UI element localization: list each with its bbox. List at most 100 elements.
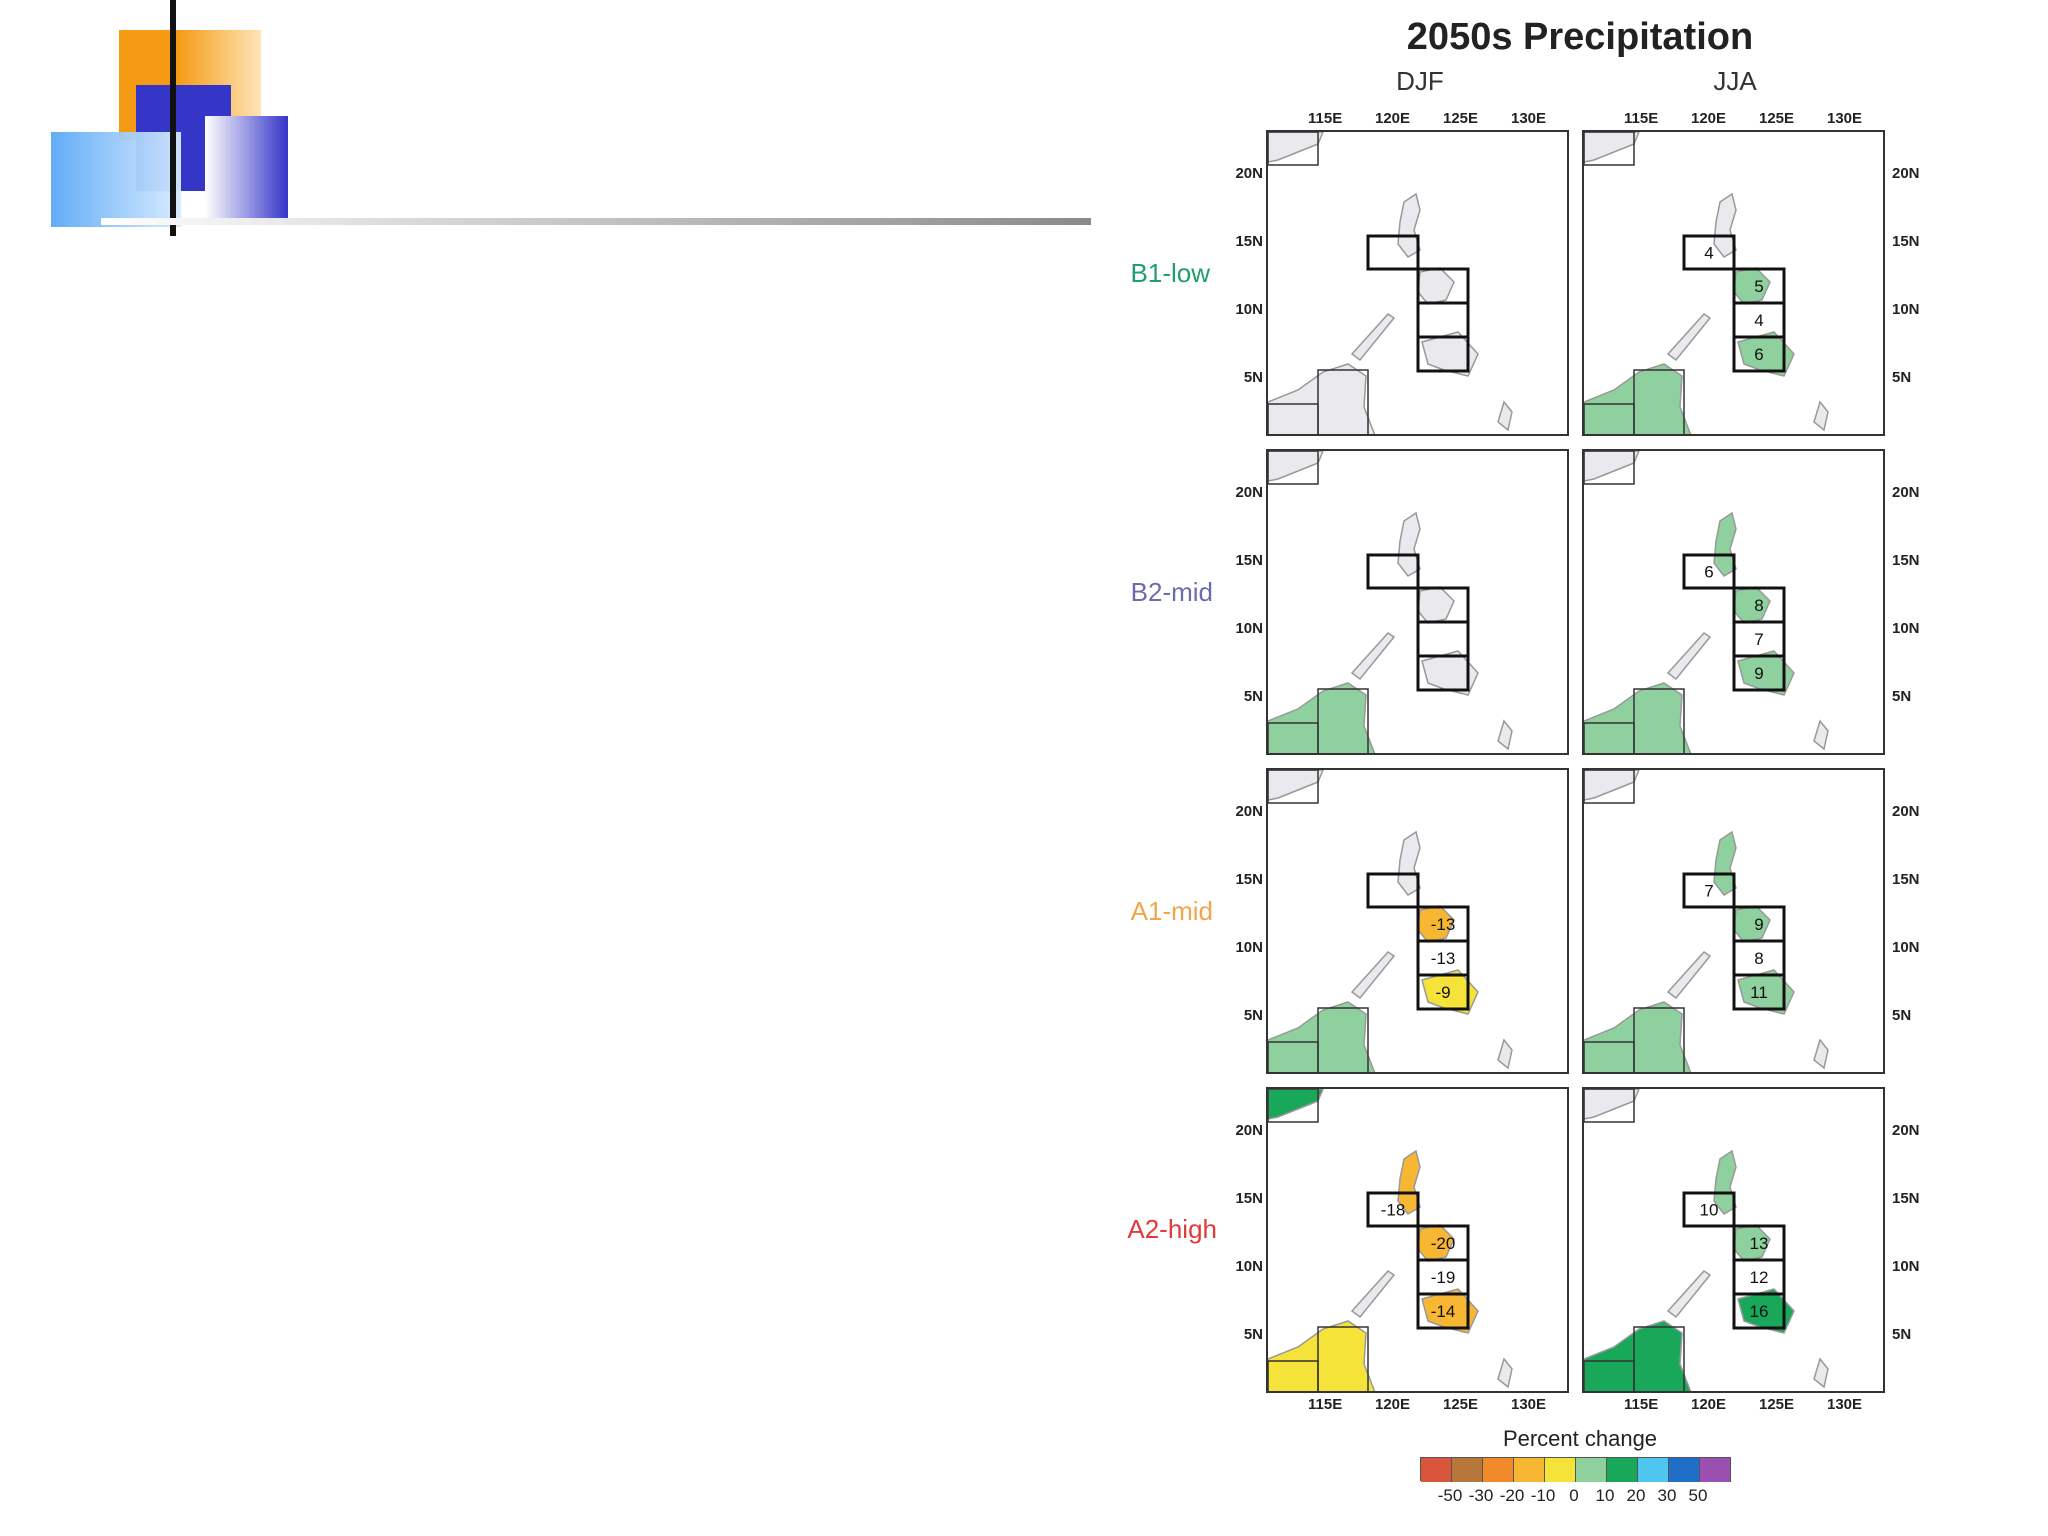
map-panel-b1-low-djf <box>1266 130 1569 436</box>
region-value-3: 4 <box>1754 311 1763 330</box>
colorbar-label: 20 <box>1626 1486 1646 1505</box>
region-box-4 <box>1732 973 1786 1011</box>
mindanao-island <box>1737 331 1795 377</box>
region-box-1 <box>1682 553 1736 590</box>
visayas-islands <box>1733 905 1771 943</box>
colorbar <box>1420 1457 1731 1482</box>
colorbar-labels: -50 -30 -20 -10 0 10 20 30 50 <box>1420 1486 1750 1510</box>
visayas-islands <box>1733 267 1771 305</box>
colorbar-label: -30 <box>1468 1486 1494 1505</box>
map-panel-a2-high-djf: -18 -20 -19 -14 <box>1266 1087 1569 1393</box>
map-svg: 10 13 12 16 <box>1584 1089 1829 1391</box>
region-box-4 <box>1416 335 1470 373</box>
lon-tick-bottom-jja-125: 125E <box>1759 1396 1795 1413</box>
region-box-1 <box>1366 553 1420 590</box>
lon-tick-top-jja-130: 130E <box>1827 110 1863 127</box>
sulawesi-island <box>1813 1357 1829 1389</box>
lat-tick-right: 15N <box>1892 552 1920 569</box>
lat-tick-right: 5N <box>1892 369 1912 386</box>
region-box-1 <box>1682 1191 1736 1228</box>
china-coast <box>1584 132 1640 163</box>
colorbar-swatch <box>1452 1458 1483 1482</box>
season-header-djf: DJF <box>1396 66 1444 96</box>
region-box-borneo-west <box>1584 722 1635 753</box>
colorbar-title: Percent change <box>1502 1426 1658 1451</box>
colorbar-label: -50 <box>1437 1486 1463 1505</box>
region-box-3 <box>1416 301 1470 339</box>
lat-tick-left: 5N <box>1243 1326 1263 1343</box>
lat-tick-right: 20N <box>1892 165 1920 182</box>
lat-tick-left: 10N <box>1235 1258 1263 1275</box>
map-svg: 6 8 7 9 <box>1584 451 1829 753</box>
region-value-1: 10 <box>1700 1201 1719 1220</box>
visayas-islands <box>1733 586 1771 624</box>
palawan-island <box>1666 313 1712 362</box>
region-value-3: 8 <box>1754 949 1763 968</box>
region-box-1 <box>1366 872 1420 909</box>
region-box-china <box>1268 770 1319 804</box>
lat-tick-left: 15N <box>1235 871 1263 888</box>
region-box-4 <box>1416 973 1470 1011</box>
region-value-2: 5 <box>1754 277 1763 296</box>
map-svg: 4 5 4 6 <box>1584 132 1829 434</box>
luzon-island <box>1713 511 1737 577</box>
colorbar-label: -10 <box>1530 1486 1556 1505</box>
mindanao-island <box>1737 1288 1795 1334</box>
lat-tick-right: 5N <box>1892 1007 1912 1024</box>
region-box-borneo-west <box>1268 1041 1319 1072</box>
palawan-island <box>1350 632 1396 681</box>
region-value-2: -13 <box>1431 915 1456 934</box>
sulawesi-island <box>1497 1357 1513 1389</box>
region-box-4 <box>1732 1292 1786 1330</box>
region-value-2: 9 <box>1754 915 1763 934</box>
region-box-borneo-west <box>1584 1041 1635 1072</box>
colorbar-label: 50 <box>1688 1486 1708 1505</box>
lon-tick-bottom-djf-130: 130E <box>1511 1396 1547 1413</box>
colorbar-label: 0 <box>1569 1486 1579 1505</box>
lon-tick-top-djf-125: 125E <box>1443 110 1479 127</box>
map-svg: 7 9 8 11 <box>1584 770 1829 1072</box>
map-panel-a1-mid-djf: -13 -13 -9 <box>1266 768 1569 1074</box>
lon-tick-bottom-djf-115: 115E <box>1308 1396 1343 1413</box>
region-box-4 <box>1416 1292 1470 1330</box>
lat-tick-left: 5N <box>1243 369 1263 386</box>
region-value-4: 9 <box>1754 664 1763 683</box>
palawan-island <box>1666 632 1712 681</box>
palawan-island <box>1666 1270 1712 1319</box>
palawan-island <box>1350 1270 1396 1319</box>
season-header-jja: JJA <box>1713 66 1757 96</box>
region-box-china <box>1584 1089 1635 1123</box>
region-box-borneo-west <box>1268 722 1319 753</box>
visayas-islands <box>1417 267 1455 305</box>
lat-tick-right: 15N <box>1892 233 1920 250</box>
region-value-4: 16 <box>1750 1302 1769 1321</box>
region-value-3: -13 <box>1431 949 1456 968</box>
map-svg: -13 -13 -9 <box>1268 770 1513 1072</box>
lat-tick-left: 20N <box>1235 165 1263 182</box>
lat-tick-left: 20N <box>1235 1122 1263 1139</box>
region-box-borneo-west <box>1584 403 1635 434</box>
colorbar-label: 30 <box>1657 1486 1677 1505</box>
map-panel-b1-low-jja: 4 5 4 6 <box>1582 130 1885 436</box>
luzon-island <box>1397 830 1421 896</box>
region-value-2: 8 <box>1754 596 1763 615</box>
lat-tick-left: 15N <box>1235 552 1263 569</box>
lon-tick-top-djf-130: 130E <box>1511 110 1547 127</box>
china-coast <box>1268 451 1324 482</box>
china-coast <box>1268 132 1324 163</box>
lat-tick-left: 20N <box>1235 803 1263 820</box>
lat-tick-left: 20N <box>1235 484 1263 501</box>
region-box-china <box>1268 451 1319 485</box>
region-box-borneo-west <box>1268 1360 1319 1391</box>
luzon-island <box>1397 1149 1421 1215</box>
lat-tick-right: 10N <box>1892 620 1920 637</box>
china-coast <box>1584 451 1640 482</box>
borneo-island <box>1268 363 1376 434</box>
lat-tick-right: 5N <box>1892 688 1912 705</box>
lat-tick-left: 5N <box>1243 1007 1263 1024</box>
region-value-3: 12 <box>1750 1268 1769 1287</box>
region-box-china <box>1268 132 1319 166</box>
region-box-4 <box>1416 654 1470 692</box>
sulawesi-island <box>1497 719 1513 751</box>
colorbar-label: -20 <box>1499 1486 1525 1505</box>
